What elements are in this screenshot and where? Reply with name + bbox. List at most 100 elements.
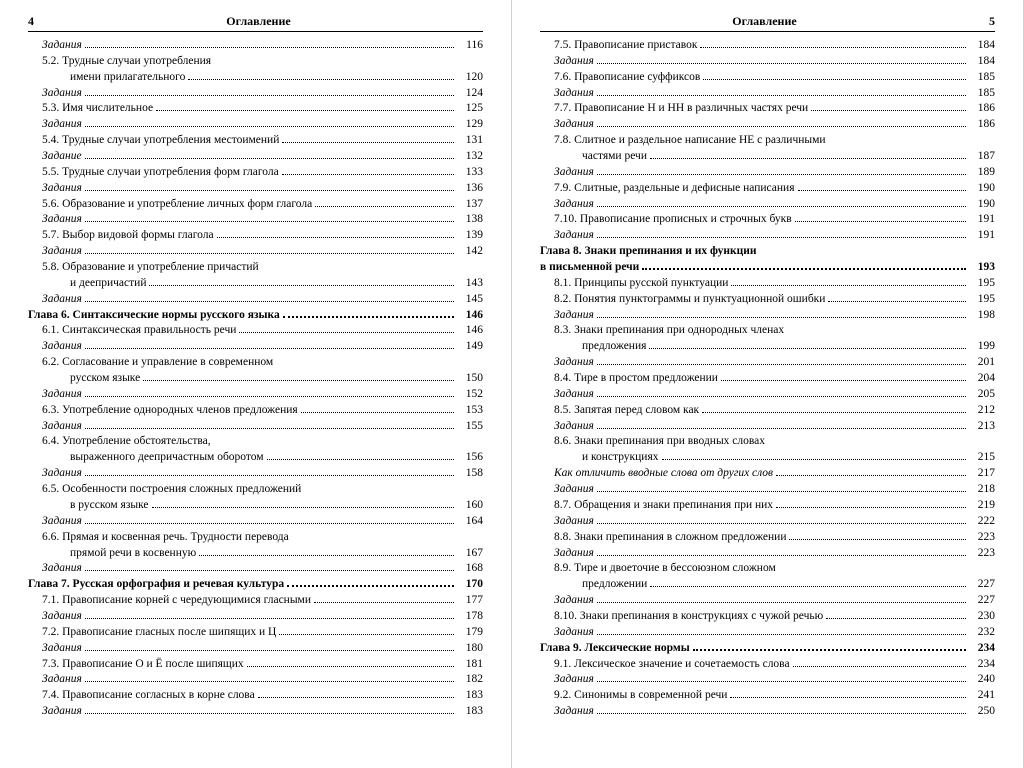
leader-dots: [85, 126, 454, 127]
leader-dots: [217, 237, 454, 238]
leader-dots: [156, 110, 454, 111]
leader-dots: [597, 317, 966, 318]
toc-page-number: 178: [457, 609, 483, 625]
leader-dots: [649, 348, 966, 349]
toc-label: Задания: [554, 165, 594, 181]
toc-page-number: 164: [457, 514, 483, 530]
toc-page-number: 124: [457, 86, 483, 102]
toc-row: 8.6. Знаки препинания при вводных словах: [540, 434, 995, 450]
toc-page-number: 138: [457, 212, 483, 228]
toc-row: Задания182: [28, 672, 483, 688]
toc-row: 7.6. Правописание суффиксов185: [540, 70, 995, 86]
toc-label: 8.4. Тире в простом предложении: [554, 371, 718, 387]
toc-label: Задания: [554, 117, 594, 133]
toc-row: Задания240: [540, 672, 995, 688]
leader-dots: [597, 555, 966, 556]
toc-label: предложения: [582, 339, 646, 355]
toc-page-number: 149: [457, 339, 483, 355]
leader-dots: [597, 206, 966, 207]
toc-label: 6.4. Употребление обстоятельства,: [42, 434, 211, 450]
toc-label: 6.6. Прямая и косвенная речь. Трудности …: [42, 530, 289, 546]
toc-label: Задания: [42, 212, 82, 228]
toc-label: предложении: [582, 577, 647, 593]
leader-dots: [152, 507, 454, 508]
toc-page-number: 137: [457, 197, 483, 213]
leader-dots: [85, 396, 454, 397]
toc-page-number: 234: [969, 657, 995, 673]
toc-label: 8.5. Запятая перед словом как: [554, 403, 699, 419]
leader-dots: [85, 428, 454, 429]
toc-label: Задания: [554, 546, 594, 562]
right-page-number: 5: [989, 14, 995, 29]
toc-label: и деепричастий: [70, 276, 146, 292]
leader-dots: [828, 301, 966, 302]
toc-row: 9.2. Синонимы в современной речи241: [540, 688, 995, 704]
leader-dots: [776, 475, 966, 476]
toc-row: 8.3. Знаки препинания при однородных чле…: [540, 323, 995, 339]
toc-page-number: 170: [457, 577, 483, 593]
leader-dots: [730, 697, 966, 698]
toc-label: Задания: [42, 561, 82, 577]
leader-dots: [188, 79, 454, 80]
toc-row: Задания129: [28, 117, 483, 133]
toc-page-number: 201: [969, 355, 995, 371]
toc-row: Задания178: [28, 609, 483, 625]
leader-dots: [282, 174, 454, 175]
leader-dots: [247, 666, 454, 667]
leader-dots: [85, 158, 454, 159]
leader-dots: [597, 396, 966, 397]
leader-dots: [650, 586, 966, 587]
leader-dots: [282, 142, 454, 143]
toc-row: Задания 223: [540, 546, 995, 562]
toc-page-number: 212: [969, 403, 995, 419]
toc-row: Глава 7. Русская орфография и речевая ку…: [28, 577, 483, 593]
leader-dots: [85, 301, 454, 302]
toc-page-number: 185: [969, 70, 995, 86]
toc-label: Задания: [554, 54, 594, 70]
toc-page-number: 158: [457, 466, 483, 482]
toc-label: Задания: [554, 228, 594, 244]
toc-label: 5.6. Образование и употребление личных ф…: [42, 197, 312, 213]
leader-dots: [597, 681, 966, 682]
toc-page-number: 230: [969, 609, 995, 625]
leader-dots: [85, 190, 454, 191]
leader-dots: [731, 285, 966, 286]
leader-dots: [597, 634, 966, 635]
toc-label: Задания: [42, 419, 82, 435]
leader-dots: [721, 380, 966, 381]
toc-label: 6.2. Согласование и управление в совреме…: [42, 355, 273, 371]
leader-dots: [597, 126, 966, 127]
toc-label: Задания: [42, 86, 82, 102]
toc-page-number: 213: [969, 419, 995, 435]
right-page: Оглавление 5 7.5. Правописание приставок…: [512, 0, 1024, 768]
toc-label: прямой речи в косвенную: [70, 546, 196, 562]
toc-label: в русском языке: [70, 498, 149, 514]
toc-label: Задания: [42, 339, 82, 355]
toc-row: 8.2. Понятия пунктограммы и пунктуационн…: [540, 292, 995, 308]
toc-row: 6.6. Прямая и косвенная речь. Трудности …: [28, 530, 483, 546]
leader-dots: [149, 285, 454, 286]
left-header: 4 Оглавление: [28, 14, 483, 32]
toc-page-number: 160: [457, 498, 483, 514]
toc-label: Задания: [554, 308, 594, 324]
leader-dots: [693, 649, 966, 651]
leader-dots: [85, 681, 454, 682]
leader-dots: [85, 348, 454, 349]
toc-page-number: 223: [969, 546, 995, 562]
toc-page-number: 116: [457, 38, 483, 54]
leader-dots: [85, 47, 454, 48]
toc-label: 5.5. Трудные случаи употребления форм гл…: [42, 165, 279, 181]
toc-label: 7.4. Правописание согласных в корне слов…: [42, 688, 255, 704]
toc-row: Задания227: [540, 593, 995, 609]
toc-row: 6.1. Синтаксическая правильность речи146: [28, 323, 483, 339]
toc-row: 5.5. Трудные случаи употребления форм гл…: [28, 165, 483, 181]
toc-page-number: 191: [969, 228, 995, 244]
toc-label: Задания: [42, 704, 82, 720]
toc-row: предложения199: [540, 339, 995, 355]
toc-label: Глава 6. Синтаксические нормы русского я…: [28, 308, 280, 324]
toc-page-number: 223: [969, 530, 995, 546]
toc-label: 8.2. Понятия пунктограммы и пунктуационн…: [554, 292, 825, 308]
toc-row: Глава 8. Знаки препинания и их функции: [540, 244, 995, 260]
toc-label: 7.7. Правописание Н и НН в различных час…: [554, 101, 808, 117]
leader-dots: [199, 555, 454, 556]
